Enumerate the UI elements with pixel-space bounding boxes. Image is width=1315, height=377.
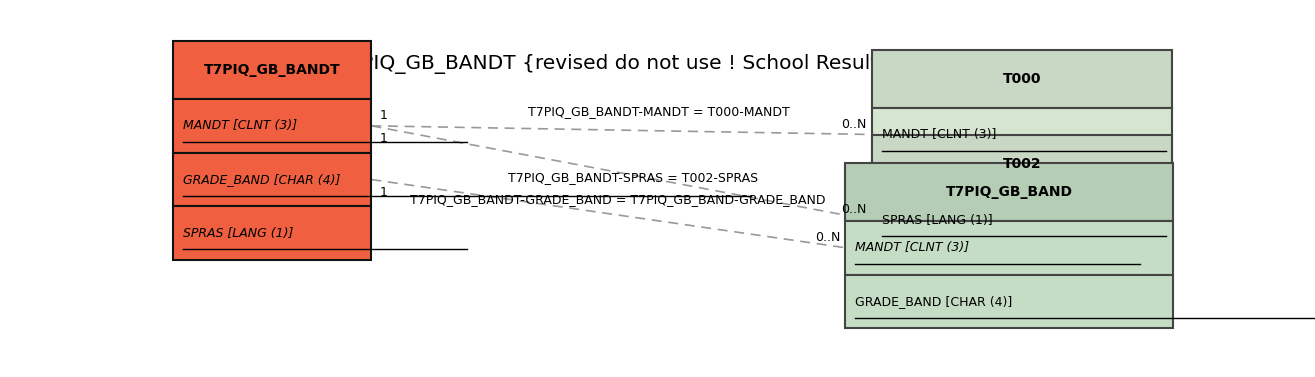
Text: T002: T002 bbox=[1002, 157, 1041, 171]
Text: 1: 1 bbox=[380, 186, 388, 199]
Bar bbox=[846, 274, 1173, 328]
Text: T7PIQ_GB_BANDT-MANDT = T000-MANDT: T7PIQ_GB_BANDT-MANDT = T000-MANDT bbox=[527, 106, 789, 118]
Bar bbox=[872, 193, 1172, 247]
Text: SAP ABAP table T7PIQ_GB_BANDT {revised do not use ! School Results Special Paper: SAP ABAP table T7PIQ_GB_BANDT {revised d… bbox=[172, 54, 1111, 74]
Bar bbox=[172, 206, 371, 260]
Bar bbox=[846, 221, 1173, 274]
Text: GRADE_BAND [CHAR (4)]: GRADE_BAND [CHAR (4)] bbox=[855, 295, 1013, 308]
Text: MANDT [CLNT (3)]: MANDT [CLNT (3)] bbox=[882, 128, 997, 141]
Text: 1: 1 bbox=[380, 109, 388, 122]
Text: MANDT [CLNT (3)]: MANDT [CLNT (3)] bbox=[855, 241, 969, 254]
Text: T7PIQ_GB_BAND: T7PIQ_GB_BAND bbox=[945, 185, 1073, 199]
Text: SPRAS [LANG (1)]: SPRAS [LANG (1)] bbox=[183, 227, 293, 240]
Text: 0..N: 0..N bbox=[842, 118, 867, 131]
Text: T7PIQ_GB_BANDT: T7PIQ_GB_BANDT bbox=[204, 63, 341, 77]
Text: 0..N: 0..N bbox=[842, 204, 867, 216]
Text: GRADE_BAND [CHAR (4)]: GRADE_BAND [CHAR (4)] bbox=[183, 173, 341, 186]
Bar bbox=[172, 41, 371, 99]
Bar bbox=[872, 50, 1172, 108]
Text: 0..N: 0..N bbox=[815, 231, 840, 244]
Text: 1: 1 bbox=[380, 132, 388, 146]
Text: MANDT [CLNT (3)]: MANDT [CLNT (3)] bbox=[183, 119, 297, 132]
Bar bbox=[872, 108, 1172, 161]
Bar bbox=[846, 163, 1173, 221]
Text: SPRAS [LANG (1)]: SPRAS [LANG (1)] bbox=[882, 214, 993, 227]
Text: T7PIQ_GB_BANDT-GRADE_BAND = T7PIQ_GB_BAND-GRADE_BAND: T7PIQ_GB_BANDT-GRADE_BAND = T7PIQ_GB_BAN… bbox=[410, 193, 826, 205]
Bar bbox=[172, 153, 371, 206]
Text: T000: T000 bbox=[1003, 72, 1041, 86]
Bar bbox=[872, 135, 1172, 193]
Text: T7PIQ_GB_BANDT-SPRAS = T002-SPRAS: T7PIQ_GB_BANDT-SPRAS = T002-SPRAS bbox=[508, 171, 759, 184]
Bar bbox=[172, 99, 371, 153]
